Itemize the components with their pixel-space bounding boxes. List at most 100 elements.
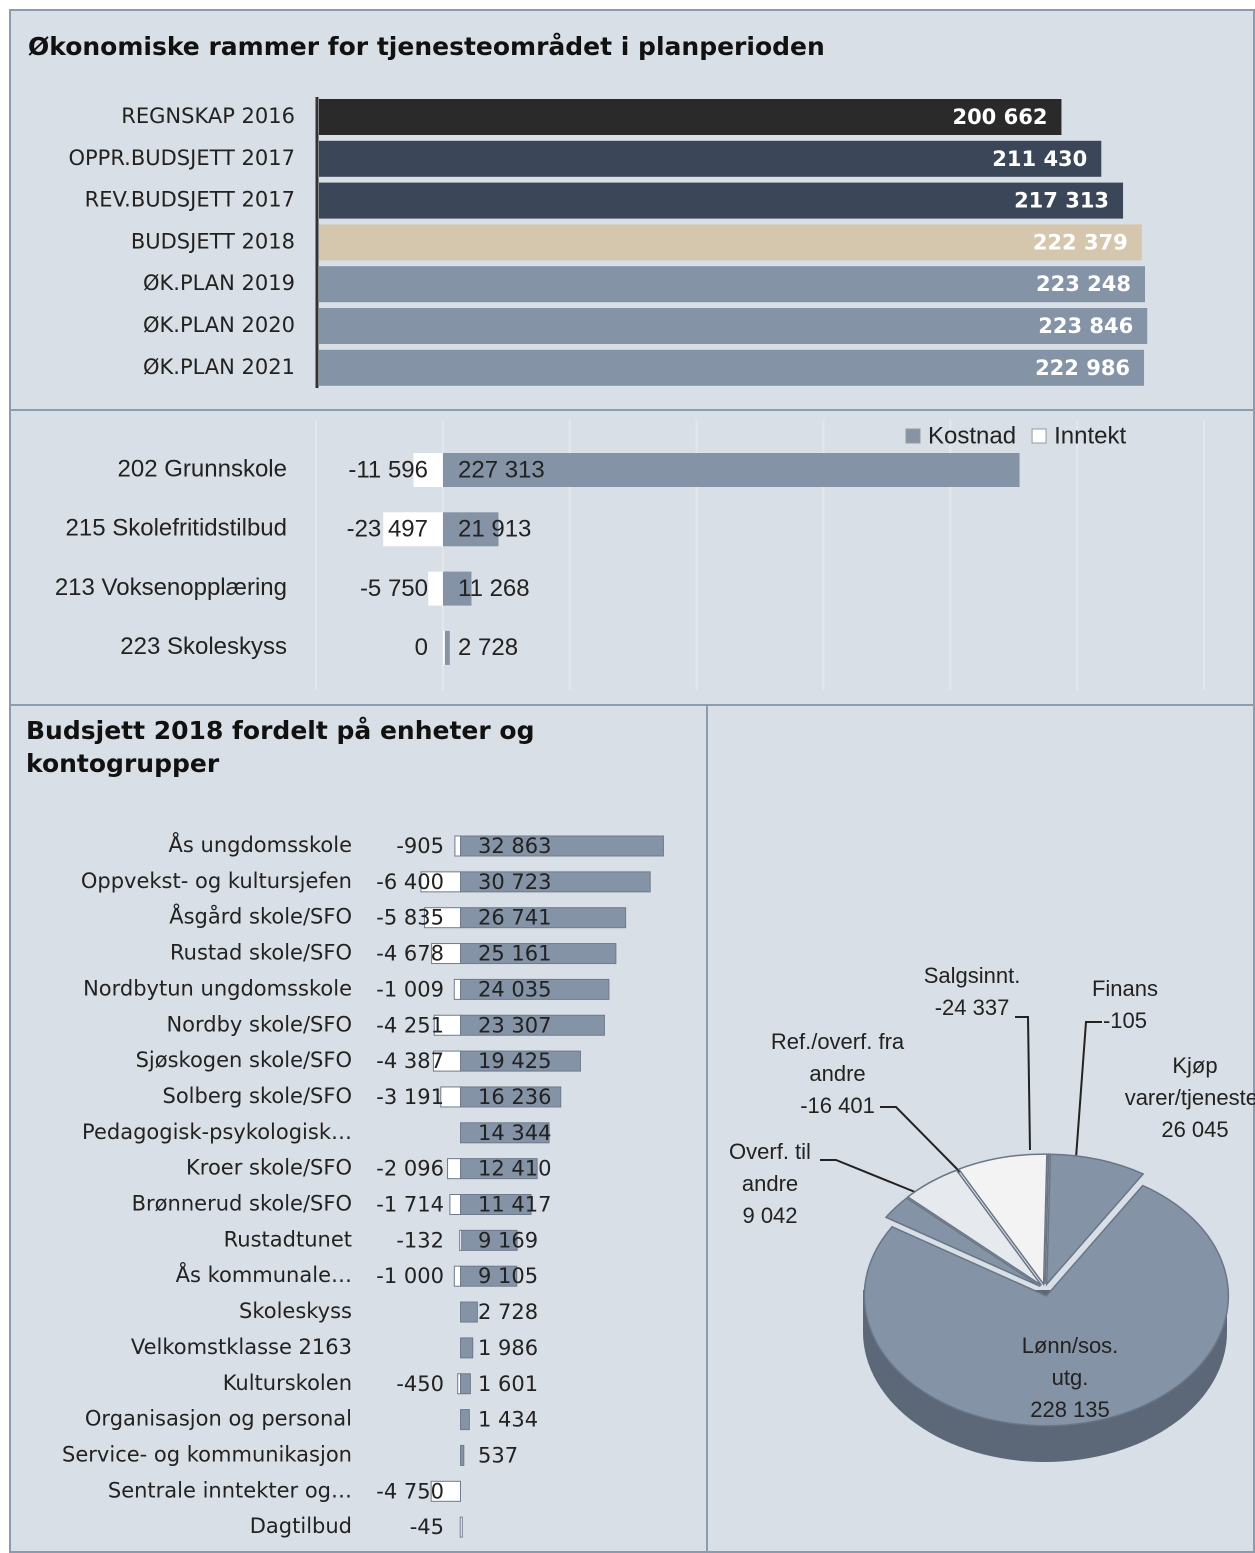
bar <box>319 349 1145 386</box>
bar <box>453 978 462 1000</box>
category-label: Kroer skole/SFO <box>186 1156 352 1180</box>
pie-label: Overf. til andre 9 042 <box>720 1136 820 1232</box>
bar <box>459 1516 463 1538</box>
bar <box>432 1050 462 1072</box>
bar <box>319 266 1146 303</box>
leader-line <box>1075 1021 1102 1159</box>
category-label: 223 Skoleskyss <box>120 633 287 660</box>
bar <box>453 1265 462 1287</box>
value-label: 222 379 <box>1033 230 1128 254</box>
value-label: 23 307 <box>478 1013 551 1037</box>
category-label: Nordbytun ungdomsskole <box>83 976 352 1000</box>
legend-swatch <box>905 428 921 444</box>
pie-label: Finans -105 <box>1075 973 1175 1037</box>
value-label: -905 <box>396 834 444 858</box>
pie-label: Lønn/sos. utg. 228 135 <box>1005 1330 1135 1426</box>
value-label: -4 750 <box>376 1479 444 1503</box>
slice-value: 9 042 <box>742 1203 798 1228</box>
bar <box>383 512 443 547</box>
category-label: Ås ungdomsskole <box>169 831 352 857</box>
value-label: 227 313 <box>458 456 545 483</box>
category-label: Sentrale inntekter og… <box>108 1478 352 1502</box>
value-label: 25 161 <box>478 942 551 966</box>
leader-line <box>1015 1016 1031 1151</box>
value-label: -5 835 <box>376 906 444 930</box>
value-label: 223 248 <box>1036 272 1131 296</box>
slice-value: 26 045 <box>1161 1117 1229 1142</box>
category-label: OPPR.BUDSJETT 2017 <box>68 146 295 170</box>
slice-name: Kjøp varer/tjenester <box>1124 1053 1255 1110</box>
pie-slice <box>906 1169 1042 1286</box>
value-label: 19 425 <box>478 1049 551 1073</box>
value-label: -450 <box>396 1372 444 1396</box>
value-label: 9 169 <box>478 1228 538 1252</box>
value-label: -11 596 <box>348 456 428 483</box>
pie-slice <box>863 1184 1230 1427</box>
slice-value: 228 135 <box>1030 1397 1110 1422</box>
chart-title: Budsjett 2018 fordelt på enheter og kont… <box>26 716 535 778</box>
value-label: -1 000 <box>376 1264 444 1288</box>
value-label: 222 986 <box>1035 356 1130 380</box>
bar <box>442 630 445 665</box>
leader-line <box>820 1159 916 1193</box>
bar <box>428 571 443 606</box>
value-label: -6 400 <box>376 870 444 894</box>
value-label: -4 678 <box>376 942 444 966</box>
value-label: 217 313 <box>1014 189 1109 213</box>
value-label: 26 741 <box>478 906 551 930</box>
value-label: 0 <box>415 634 428 661</box>
pie-slice <box>1045 1153 1145 1287</box>
legend-label: Inntekt <box>1054 422 1126 449</box>
category-label: Åsgård skole/SFO <box>169 903 352 929</box>
pie-slice <box>1044 1153 1050 1285</box>
slice-name: Overf. til andre <box>729 1139 811 1196</box>
bar <box>460 1444 465 1466</box>
bar <box>449 1194 461 1215</box>
value-label: 32 863 <box>478 834 551 858</box>
category-label: ØK.PLAN 2019 <box>143 271 295 295</box>
bar <box>460 1409 470 1431</box>
value-label: -1 714 <box>376 1193 444 1217</box>
value-label: 11 268 <box>458 575 530 602</box>
bar <box>319 182 1124 219</box>
slice-value: -16 401 <box>800 1093 875 1118</box>
value-label: 9 105 <box>478 1264 538 1288</box>
value-label: 1 986 <box>478 1336 538 1360</box>
category-label: BUDSJETT 2018 <box>131 229 295 253</box>
slice-name: Lønn/sos. utg. <box>1021 1333 1119 1390</box>
value-label: 12 410 <box>478 1157 551 1181</box>
pie-label: Salgsinnt. -24 337 <box>902 960 1042 1024</box>
value-label: -1 009 <box>376 977 444 1001</box>
bar <box>460 1301 478 1323</box>
value-label: -23 497 <box>347 516 428 543</box>
value-label: -3 191 <box>376 1085 444 1109</box>
slice-value: -24 337 <box>934 995 1010 1020</box>
bar <box>447 1158 461 1180</box>
category-label: Sjøskogen skole/SFO <box>136 1048 352 1072</box>
bar <box>442 512 499 547</box>
category-label: Nordby skole/SFO <box>166 1012 352 1036</box>
bar <box>413 453 443 487</box>
pie-slice <box>957 1153 1048 1287</box>
pie-label: Kjøp varer/tjenester 26 045 <box>1120 1050 1255 1146</box>
value-label: 30 723 <box>478 870 551 894</box>
category-label: 213 Voksenopplæring <box>55 574 287 601</box>
value-label: 200 662 <box>952 105 1047 129</box>
category-label: ØK.PLAN 2020 <box>143 313 295 337</box>
leader-line <box>880 1106 961 1173</box>
category-label: Dagtilbud <box>250 1514 352 1538</box>
category-label: REV.BUDSJETT 2017 <box>85 188 295 212</box>
category-label: Rustadtunet <box>224 1227 352 1251</box>
category-label: Organisasjon og personal <box>85 1407 352 1431</box>
value-label: 537 <box>478 1443 518 1467</box>
bar <box>442 453 1020 487</box>
bar <box>440 1086 461 1108</box>
value-label: 211 430 <box>992 147 1087 171</box>
value-label: 2 728 <box>478 1300 538 1324</box>
slice-name: Salgsinnt. <box>923 963 1021 988</box>
slice-name: Ref./overf. fra andre <box>770 1029 905 1086</box>
bar <box>319 99 1062 135</box>
category-label: ØK.PLAN 2021 <box>143 355 295 379</box>
value-label: 11 417 <box>478 1193 551 1217</box>
